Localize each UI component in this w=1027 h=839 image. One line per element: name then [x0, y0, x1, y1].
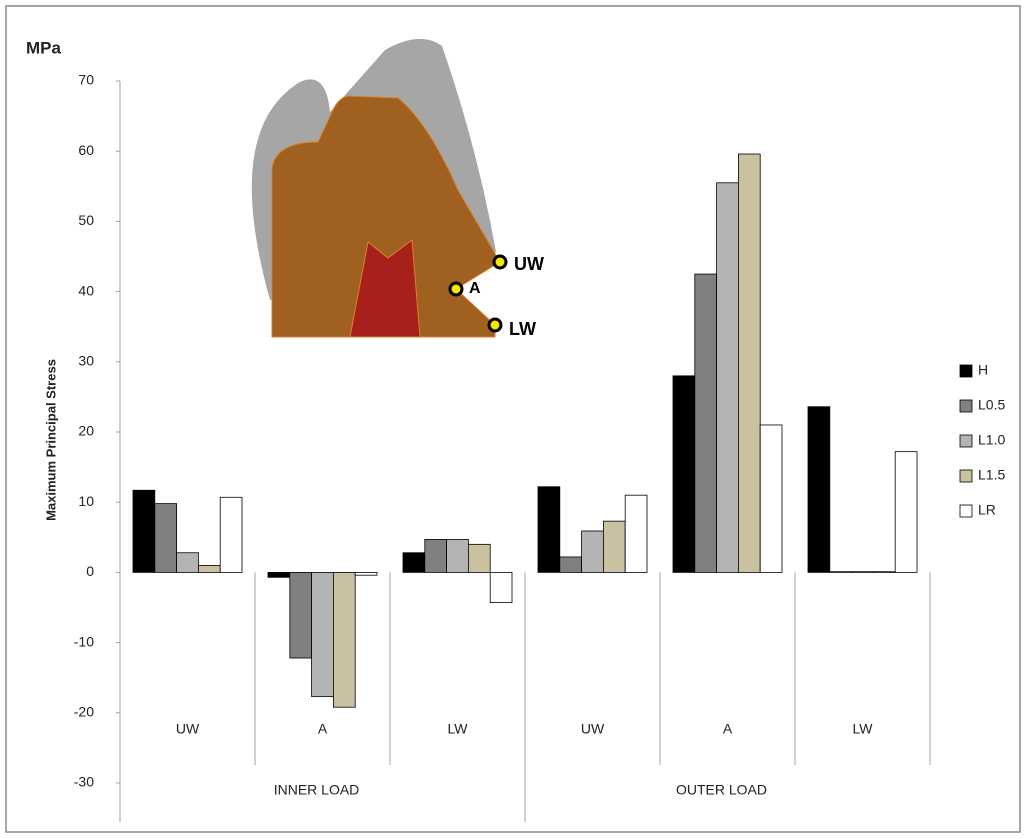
bar [198, 565, 220, 572]
y-tick-label: 0 [86, 563, 94, 579]
y-tick-label: 50 [78, 212, 94, 228]
x-tick-label: LW [853, 721, 874, 737]
legend-label: L1.5 [978, 467, 1005, 483]
bar [895, 452, 917, 573]
point-marker [450, 283, 462, 295]
y-tick-label: 20 [78, 423, 94, 439]
chart: MPa Maximum Principal Stress UW A LW -30… [0, 0, 1027, 839]
legend-label: H [978, 362, 988, 378]
bar [830, 572, 852, 573]
bar [490, 572, 512, 602]
bar [177, 553, 199, 573]
point-marker [494, 256, 506, 268]
bar [155, 504, 177, 573]
y-tick-label: -20 [74, 704, 94, 720]
y-axis-title: Maximum Principal Stress [43, 359, 58, 521]
x-tick-label: UW [581, 721, 605, 737]
bar [873, 572, 895, 573]
page: MPa Maximum Principal Stress UW A LW -30… [0, 0, 1027, 839]
bar [403, 553, 425, 573]
group-label: INNER LOAD [274, 782, 360, 798]
bar [290, 572, 312, 658]
bar [625, 495, 647, 572]
bar [582, 531, 604, 572]
bar [355, 572, 377, 575]
x-tick-label: UW [176, 721, 200, 737]
y-tick-label: -10 [74, 633, 94, 649]
legend-swatch [960, 435, 972, 447]
frame [6, 6, 1020, 832]
legend-swatch [960, 505, 972, 517]
x-tick-label: LW [448, 721, 469, 737]
bar [738, 154, 760, 572]
bar [447, 539, 469, 572]
bar [468, 544, 490, 572]
legend-swatch [960, 365, 972, 377]
bar [268, 572, 290, 577]
bar [603, 521, 625, 572]
inset-label: UW [514, 254, 544, 274]
y-tick-label: 30 [78, 353, 94, 369]
bar [760, 425, 782, 572]
y-tick-label: -30 [74, 774, 94, 790]
bar [538, 487, 560, 573]
legend-swatch [960, 400, 972, 412]
point-marker [489, 319, 501, 331]
legend-swatch [960, 470, 972, 482]
y-tick-label: 70 [78, 72, 94, 88]
inset-label: A [469, 280, 481, 297]
bar [220, 497, 242, 572]
x-tick-label: A [723, 721, 733, 737]
bar [673, 376, 695, 573]
bar [133, 490, 155, 572]
legend-label: L0.5 [978, 397, 1005, 413]
group-label: OUTER LOAD [676, 782, 767, 798]
bar [808, 407, 830, 573]
y-unit: MPa [26, 38, 62, 57]
legend-label: L1.0 [978, 432, 1005, 448]
bar [425, 539, 447, 572]
inset-label: LW [509, 319, 536, 339]
bar [695, 274, 717, 572]
x-tick-label: A [318, 721, 328, 737]
bar [312, 572, 334, 696]
y-tick-label: 60 [78, 142, 94, 158]
y-tick-label: 10 [78, 493, 94, 509]
bar [560, 557, 582, 572]
y-tick-label: 40 [78, 282, 94, 298]
bar [852, 572, 874, 573]
bar [717, 183, 739, 573]
bar [333, 572, 355, 707]
legend-label: LR [978, 502, 996, 518]
